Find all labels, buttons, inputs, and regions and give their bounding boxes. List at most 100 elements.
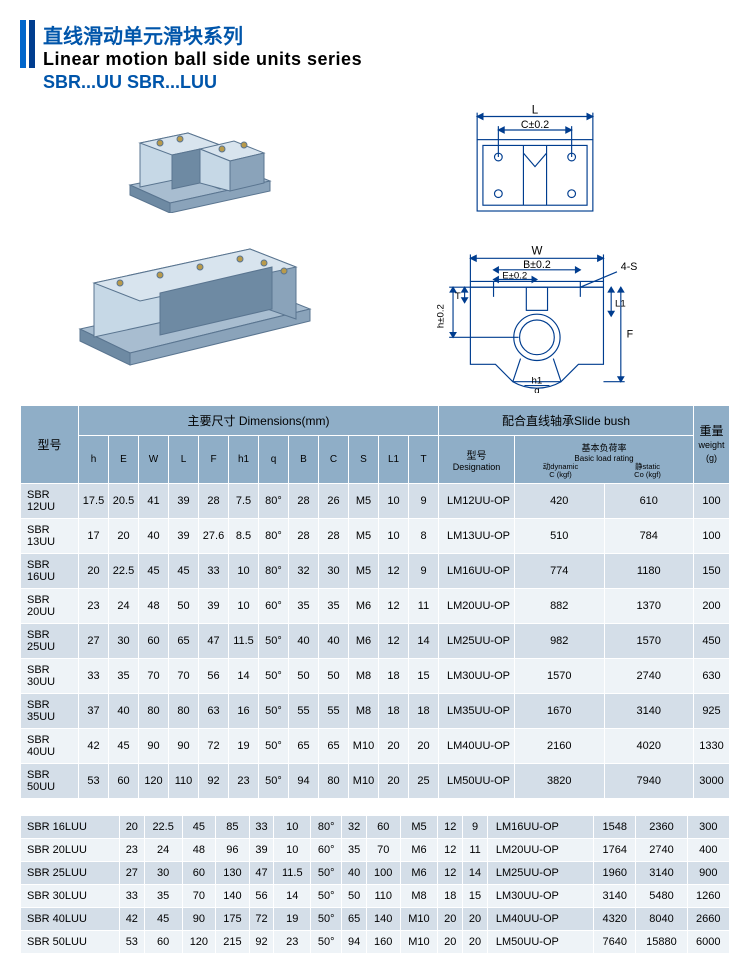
cell-value: 18 xyxy=(409,694,439,729)
cell-value: 16 xyxy=(229,694,259,729)
cell-value: M5 xyxy=(349,519,379,554)
cell-value: 925 xyxy=(694,694,730,729)
cell-value: 39 xyxy=(169,484,199,519)
cell-value: 80° xyxy=(259,484,289,519)
cell-designation: LM30UU-OP xyxy=(439,659,515,694)
cell-value: 20 xyxy=(109,519,139,554)
cell-value: 17 xyxy=(79,519,109,554)
cell-value: 85 xyxy=(216,816,250,839)
cell-value: 60 xyxy=(139,624,169,659)
cell-value: 28 xyxy=(289,519,319,554)
cell-value: 70 xyxy=(139,659,169,694)
cell-value: M10 xyxy=(400,908,438,931)
cell-value: 48 xyxy=(139,589,169,624)
cell-model: SBR 35UU xyxy=(21,694,79,729)
cell-value: 63 xyxy=(199,694,229,729)
table-row: SBR 40LUU424590175721950°65140M102020LM4… xyxy=(21,908,730,931)
cell-value: 40 xyxy=(289,624,319,659)
cell-value: 50° xyxy=(311,908,342,931)
cell-value: 9 xyxy=(409,554,439,589)
cell-model: SBR 40UU xyxy=(21,729,79,764)
table-row: SBR 20LUU23244896391060°3570M61211LM20UU… xyxy=(21,839,730,862)
cell-value: 60 xyxy=(109,764,139,799)
title-cn: 直线滑动单元滑块系列 xyxy=(43,20,730,49)
cell-value: 90 xyxy=(139,729,169,764)
cell-value: 2360 xyxy=(636,816,687,839)
th-designation: 型号Designation xyxy=(439,436,515,484)
cell-value: 90 xyxy=(169,729,199,764)
th-S: S xyxy=(349,436,379,484)
cell-value: 12 xyxy=(379,554,409,589)
cell-value: 92 xyxy=(199,764,229,799)
cell-designation: LM20UU-OP xyxy=(439,589,515,624)
th-L: L xyxy=(169,436,199,484)
cell-value: 50° xyxy=(311,931,342,954)
th-load: 基本负荷率Basic load rating动dynamicC (kgf)静st… xyxy=(515,436,694,484)
cell-value: 60 xyxy=(182,862,216,885)
table-row: SBR 16LUU2022.54585331080°3260M5129LM16U… xyxy=(21,816,730,839)
cell-designation: LM13UU-OP xyxy=(439,519,515,554)
th-T: T xyxy=(409,436,439,484)
cell-value: 7640 xyxy=(594,931,636,954)
cell-value: 65 xyxy=(169,624,199,659)
cell-value: 50 xyxy=(319,659,349,694)
cell-value: 22.5 xyxy=(144,816,182,839)
cell-value: 11 xyxy=(409,589,439,624)
cell-value: 120 xyxy=(139,764,169,799)
table-row: SBR 50LUU5360120215922350°94160M102020LM… xyxy=(21,931,730,954)
cell-value: 39 xyxy=(249,839,274,862)
cell-value: 140 xyxy=(366,908,400,931)
cell-value: 4020 xyxy=(604,729,694,764)
th-B: B xyxy=(289,436,319,484)
cell-value: 28 xyxy=(199,484,229,519)
cell-value: 300 xyxy=(687,816,729,839)
cell-value: 100 xyxy=(694,484,730,519)
cell-value: 100 xyxy=(366,862,400,885)
technical-diagrams: L C±0.2 xyxy=(340,103,730,393)
diagram-top-view: L C±0.2 xyxy=(435,103,635,219)
product-render-long xyxy=(60,233,340,373)
cell-value: 80 xyxy=(169,694,199,729)
cell-value: 55 xyxy=(319,694,349,729)
cell-value: 10 xyxy=(379,519,409,554)
cell-value: 35 xyxy=(342,839,367,862)
label-T: T xyxy=(455,291,461,302)
cell-model: SBR 20UU xyxy=(21,589,79,624)
cell-value: 120 xyxy=(182,931,216,954)
label-C: C±0.2 xyxy=(521,119,549,131)
cell-value: 47 xyxy=(199,624,229,659)
cell-value: 20 xyxy=(463,908,488,931)
cell-model: SBR 25LUU xyxy=(21,862,120,885)
cell-value: 60 xyxy=(144,931,182,954)
cell-value: 60° xyxy=(259,589,289,624)
cell-value: 14 xyxy=(274,885,311,908)
label-4S: 4-S xyxy=(621,261,638,273)
cell-model: SBR 50UU xyxy=(21,764,79,799)
cell-value: 50° xyxy=(259,694,289,729)
th-dims-group: 主要尺寸 Dimensions(mm) xyxy=(79,406,439,436)
cell-value: 10 xyxy=(274,839,311,862)
cell-value: 20 xyxy=(438,931,463,954)
cell-value: 510 xyxy=(515,519,605,554)
cell-value: 32 xyxy=(289,554,319,589)
cell-value: 56 xyxy=(249,885,274,908)
cell-value: 32 xyxy=(342,816,367,839)
th-h: h xyxy=(79,436,109,484)
cell-value: 37 xyxy=(79,694,109,729)
cell-value: 80° xyxy=(259,519,289,554)
cell-value: 100 xyxy=(694,519,730,554)
cell-value: 50° xyxy=(259,764,289,799)
cell-value: 23 xyxy=(274,931,311,954)
cell-value: 3140 xyxy=(636,862,687,885)
cell-designation: LM35UU-OP xyxy=(439,694,515,729)
cell-value: 40 xyxy=(139,519,169,554)
cell-value: 41 xyxy=(139,484,169,519)
cell-value: 80 xyxy=(139,694,169,729)
label-F: F xyxy=(627,328,634,340)
cell-value: 60° xyxy=(311,839,342,862)
cell-value: 12 xyxy=(379,589,409,624)
cell-value: 70 xyxy=(366,839,400,862)
cell-designation: LM50UU-OP xyxy=(439,764,515,799)
cell-value: 2740 xyxy=(636,839,687,862)
cell-value: 1670 xyxy=(515,694,605,729)
